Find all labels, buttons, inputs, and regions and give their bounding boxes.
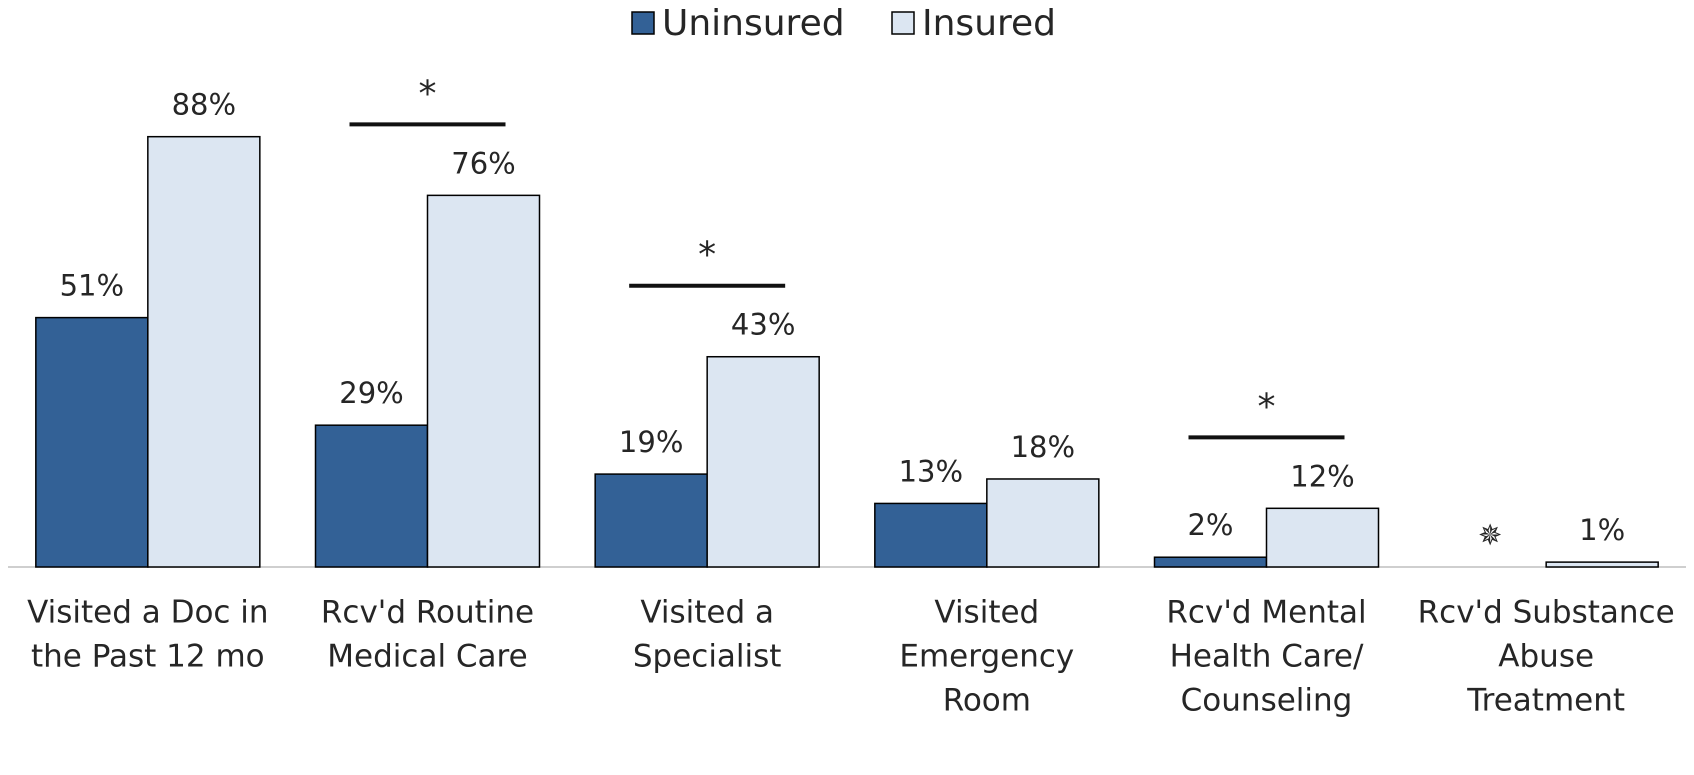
significance-marker: * (1258, 386, 1276, 427)
bar (594, 473, 708, 568)
value-label: 19% (619, 425, 683, 459)
x-tick-label: the Past 12 mo (31, 639, 265, 675)
bar (1153, 556, 1268, 568)
suppressed-marker: ✵ (1478, 518, 1502, 552)
value-label: 51% (60, 269, 124, 303)
legend-swatch (891, 11, 915, 35)
legend-label: Insured (922, 3, 1056, 44)
significance-marker: * (698, 235, 716, 276)
bar (874, 502, 988, 568)
value-label: 43% (731, 308, 795, 342)
bar (706, 355, 820, 568)
x-tick-label: Abuse (1498, 639, 1594, 675)
value-label: 2% (1187, 508, 1233, 542)
value-label: 18% (1011, 430, 1075, 464)
value-label: 12% (1290, 459, 1354, 493)
value-label: 88% (172, 88, 236, 122)
x-tick-label: Rcv'd Routine (321, 595, 534, 631)
value-label: 76% (451, 146, 515, 180)
x-tick-label: Rcv'd Substance (1418, 595, 1675, 631)
legend-label: Uninsured (662, 3, 845, 44)
bar (1545, 561, 1659, 568)
bar (986, 478, 1100, 568)
x-tick-label: Room (943, 683, 1031, 719)
bar (1265, 507, 1380, 568)
x-tick-label: Visited a Doc in (27, 595, 269, 631)
x-tick-label: Medical Care (327, 639, 527, 675)
value-label: 1% (1579, 513, 1625, 547)
significance-marker: * (419, 73, 437, 114)
x-tick-label: Emergency (899, 639, 1074, 675)
x-tick-label: Rcv'd Mental (1166, 595, 1366, 631)
value-label: 13% (899, 454, 963, 488)
value-label: 29% (339, 376, 403, 410)
x-tick-label: Health Care/ (1170, 639, 1364, 675)
bar (426, 194, 541, 568)
bar (147, 135, 261, 568)
bar (314, 424, 429, 568)
x-tick-label: Visited a (640, 595, 774, 631)
x-tick-label: Specialist (633, 639, 782, 675)
x-tick-label: Treatment (1466, 683, 1625, 719)
legend-swatch (631, 11, 655, 35)
x-tick-label: Visited (934, 595, 1039, 631)
x-tick-label: Counseling (1181, 683, 1353, 719)
bar (35, 316, 149, 568)
